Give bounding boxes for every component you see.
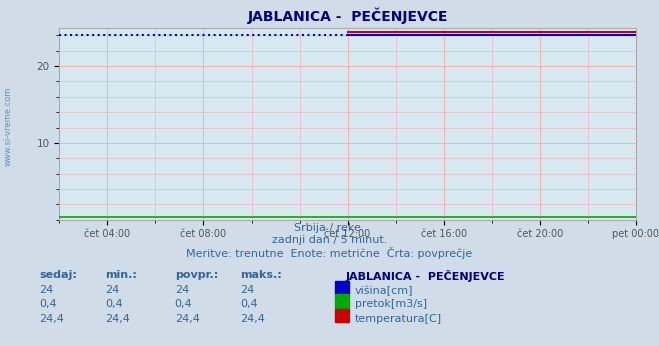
Text: 24,4: 24,4 — [241, 314, 266, 324]
Text: 24,4: 24,4 — [105, 314, 130, 324]
Text: 24: 24 — [175, 285, 189, 295]
Text: JABLANICA -  PEČENJEVCE: JABLANICA - PEČENJEVCE — [346, 270, 505, 282]
Text: pretok[m3/s]: pretok[m3/s] — [355, 299, 426, 309]
Text: višina[cm]: višina[cm] — [355, 285, 413, 296]
Title: JABLANICA -  PEČENJEVCE: JABLANICA - PEČENJEVCE — [247, 7, 448, 24]
Text: 24: 24 — [241, 285, 255, 295]
Text: 24,4: 24,4 — [175, 314, 200, 324]
Text: temperatura[C]: temperatura[C] — [355, 314, 442, 324]
Text: www.si-vreme.com: www.si-vreme.com — [3, 86, 13, 166]
Text: 0,4: 0,4 — [241, 299, 258, 309]
Text: 24: 24 — [40, 285, 54, 295]
Text: 24,4: 24,4 — [40, 314, 65, 324]
Text: maks.:: maks.: — [241, 270, 282, 280]
Text: zadnji dan / 5 minut.: zadnji dan / 5 minut. — [272, 235, 387, 245]
Text: Meritve: trenutne  Enote: metrične  Črta: povprečje: Meritve: trenutne Enote: metrične Črta: … — [186, 247, 473, 260]
Text: 0,4: 0,4 — [175, 299, 192, 309]
Text: sedaj:: sedaj: — [40, 270, 77, 280]
Text: povpr.:: povpr.: — [175, 270, 218, 280]
Text: 24: 24 — [105, 285, 120, 295]
Text: Srbija / reke.: Srbija / reke. — [295, 223, 364, 233]
Text: 0,4: 0,4 — [105, 299, 123, 309]
Text: 0,4: 0,4 — [40, 299, 57, 309]
Text: min.:: min.: — [105, 270, 137, 280]
